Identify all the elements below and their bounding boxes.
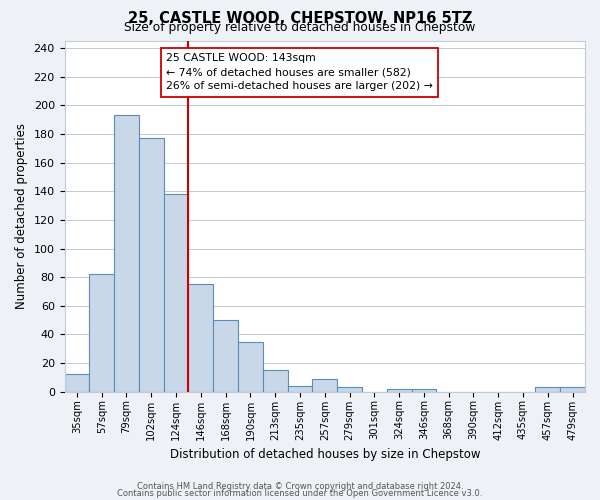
Y-axis label: Number of detached properties: Number of detached properties xyxy=(15,124,28,310)
Bar xyxy=(213,320,238,392)
Bar xyxy=(412,389,436,392)
Bar xyxy=(164,194,188,392)
Bar xyxy=(114,116,139,392)
Bar xyxy=(287,386,313,392)
Bar xyxy=(188,284,213,392)
X-axis label: Distribution of detached houses by size in Chepstow: Distribution of detached houses by size … xyxy=(170,448,480,461)
Bar xyxy=(535,388,560,392)
Bar xyxy=(387,389,412,392)
Bar xyxy=(337,388,362,392)
Bar xyxy=(139,138,164,392)
Text: Contains HM Land Registry data © Crown copyright and database right 2024.: Contains HM Land Registry data © Crown c… xyxy=(137,482,463,491)
Text: Size of property relative to detached houses in Chepstow: Size of property relative to detached ho… xyxy=(124,22,476,35)
Bar xyxy=(89,274,114,392)
Bar xyxy=(65,374,89,392)
Bar xyxy=(263,370,287,392)
Text: 25, CASTLE WOOD, CHEPSTOW, NP16 5TZ: 25, CASTLE WOOD, CHEPSTOW, NP16 5TZ xyxy=(128,11,472,26)
Bar xyxy=(238,342,263,392)
Text: 25 CASTLE WOOD: 143sqm
← 74% of detached houses are smaller (582)
26% of semi-de: 25 CASTLE WOOD: 143sqm ← 74% of detached… xyxy=(166,54,433,92)
Bar xyxy=(560,388,585,392)
Bar xyxy=(313,379,337,392)
Text: Contains public sector information licensed under the Open Government Licence v3: Contains public sector information licen… xyxy=(118,489,482,498)
